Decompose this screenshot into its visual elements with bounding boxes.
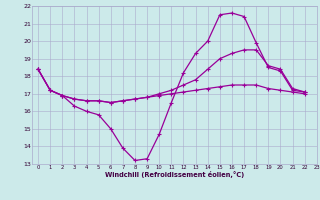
X-axis label: Windchill (Refroidissement éolien,°C): Windchill (Refroidissement éolien,°C): [105, 171, 244, 178]
